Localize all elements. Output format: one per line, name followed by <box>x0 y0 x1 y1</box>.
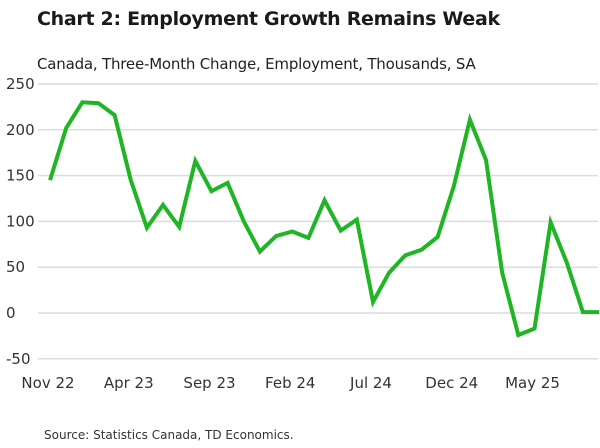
x-tick-label: Dec 24 <box>425 374 478 392</box>
y-tick-label: 200 <box>6 121 35 139</box>
x-tick-label: Nov 22 <box>21 374 74 392</box>
chart-title: Chart 2: Employment Growth Remains Weak <box>37 8 500 30</box>
y-tick-label: 0 <box>6 304 16 322</box>
y-tick-label: 250 <box>6 75 35 93</box>
x-tick-label: Sep 23 <box>183 374 235 392</box>
chart-subtitle: Canada, Three-Month Change, Employment, … <box>37 55 476 73</box>
x-tick-label: Jul 24 <box>349 374 392 392</box>
chart-source: Source: Statistics Canada, TD Economics. <box>44 428 294 442</box>
y-tick-label: 150 <box>6 167 35 185</box>
x-tick-label: Apr 23 <box>104 374 154 392</box>
series-line <box>48 100 600 338</box>
x-tick-label: May 25 <box>505 374 560 392</box>
x-tick-label: Feb 24 <box>265 374 315 392</box>
y-tick-label: -50 <box>6 350 31 368</box>
y-tick-label: 100 <box>6 212 35 230</box>
y-tick-label: 50 <box>6 258 25 276</box>
